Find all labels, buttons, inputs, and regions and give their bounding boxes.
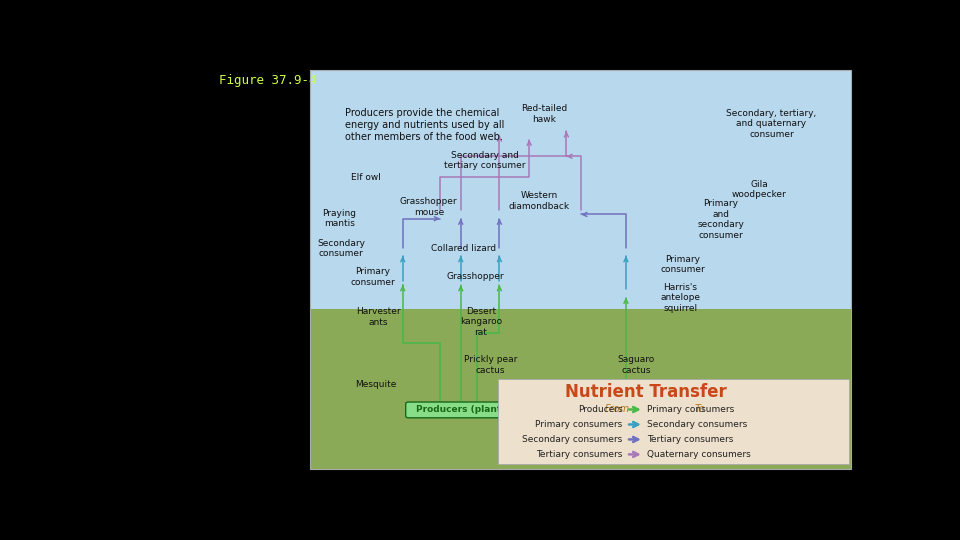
Text: Tertiary consumers: Tertiary consumers — [647, 435, 733, 444]
Text: Gila
woodpecker: Gila woodpecker — [732, 180, 786, 199]
Text: Figure 37.9-4: Figure 37.9-4 — [219, 74, 317, 87]
Text: Praying
mantis: Praying mantis — [323, 209, 356, 228]
Text: Nutrient Transfer: Nutrient Transfer — [564, 383, 727, 401]
Text: Primary
and
secondary
consumer: Primary and secondary consumer — [697, 199, 744, 240]
Text: Elf owl: Elf owl — [350, 173, 380, 183]
Text: Producers: Producers — [578, 405, 623, 414]
Text: Secondary
consumer: Secondary consumer — [317, 239, 365, 258]
Text: Brittlebush: Brittlebush — [436, 404, 486, 414]
Text: Saguaro
cactus: Saguaro cactus — [617, 355, 655, 375]
Text: Primary consumers: Primary consumers — [647, 405, 734, 414]
Text: Secondary and
tertiary consumer: Secondary and tertiary consumer — [444, 151, 525, 170]
Text: Grasshopper
mouse: Grasshopper mouse — [400, 197, 458, 217]
Text: From: From — [605, 404, 630, 414]
Text: Tertiary consumers: Tertiary consumers — [537, 450, 623, 459]
Text: Collared lizard: Collared lizard — [431, 244, 496, 253]
Text: Secondary consumers: Secondary consumers — [647, 420, 748, 429]
Text: Mesquite: Mesquite — [355, 380, 396, 389]
Bar — [310, 70, 852, 469]
Text: Producers provide the chemical
energy and nutrients used by all
other members of: Producers provide the chemical energy an… — [345, 109, 504, 141]
Text: Desert
kangaroo
rat: Desert kangaroo rat — [460, 307, 502, 336]
Text: To: To — [694, 404, 706, 414]
Text: Harris's
antelope
squirrel: Harris's antelope squirrel — [660, 283, 700, 313]
Text: Primary
consumer: Primary consumer — [350, 267, 396, 287]
Bar — [498, 379, 849, 464]
Text: Prickly pear
cactus: Prickly pear cactus — [464, 355, 517, 375]
Text: Red-tailed
hawk: Red-tailed hawk — [521, 104, 567, 124]
Text: Primary consumers: Primary consumers — [536, 420, 623, 429]
Text: Secondary, tertiary,
and quaternary
consumer: Secondary, tertiary, and quaternary cons… — [727, 109, 817, 139]
Text: Secondary consumers: Secondary consumers — [522, 435, 623, 444]
Text: Grasshopper: Grasshopper — [446, 272, 504, 281]
Bar — [310, 70, 852, 309]
Text: Primary
consumer: Primary consumer — [660, 255, 705, 274]
Text: Quaternary consumers: Quaternary consumers — [647, 450, 751, 459]
Text: Western
diamondback: Western diamondback — [508, 192, 569, 211]
Text: Harvester
ants: Harvester ants — [356, 307, 400, 327]
FancyBboxPatch shape — [406, 402, 522, 418]
Text: Producers (plants): Producers (plants) — [417, 406, 511, 414]
Bar — [310, 309, 852, 469]
